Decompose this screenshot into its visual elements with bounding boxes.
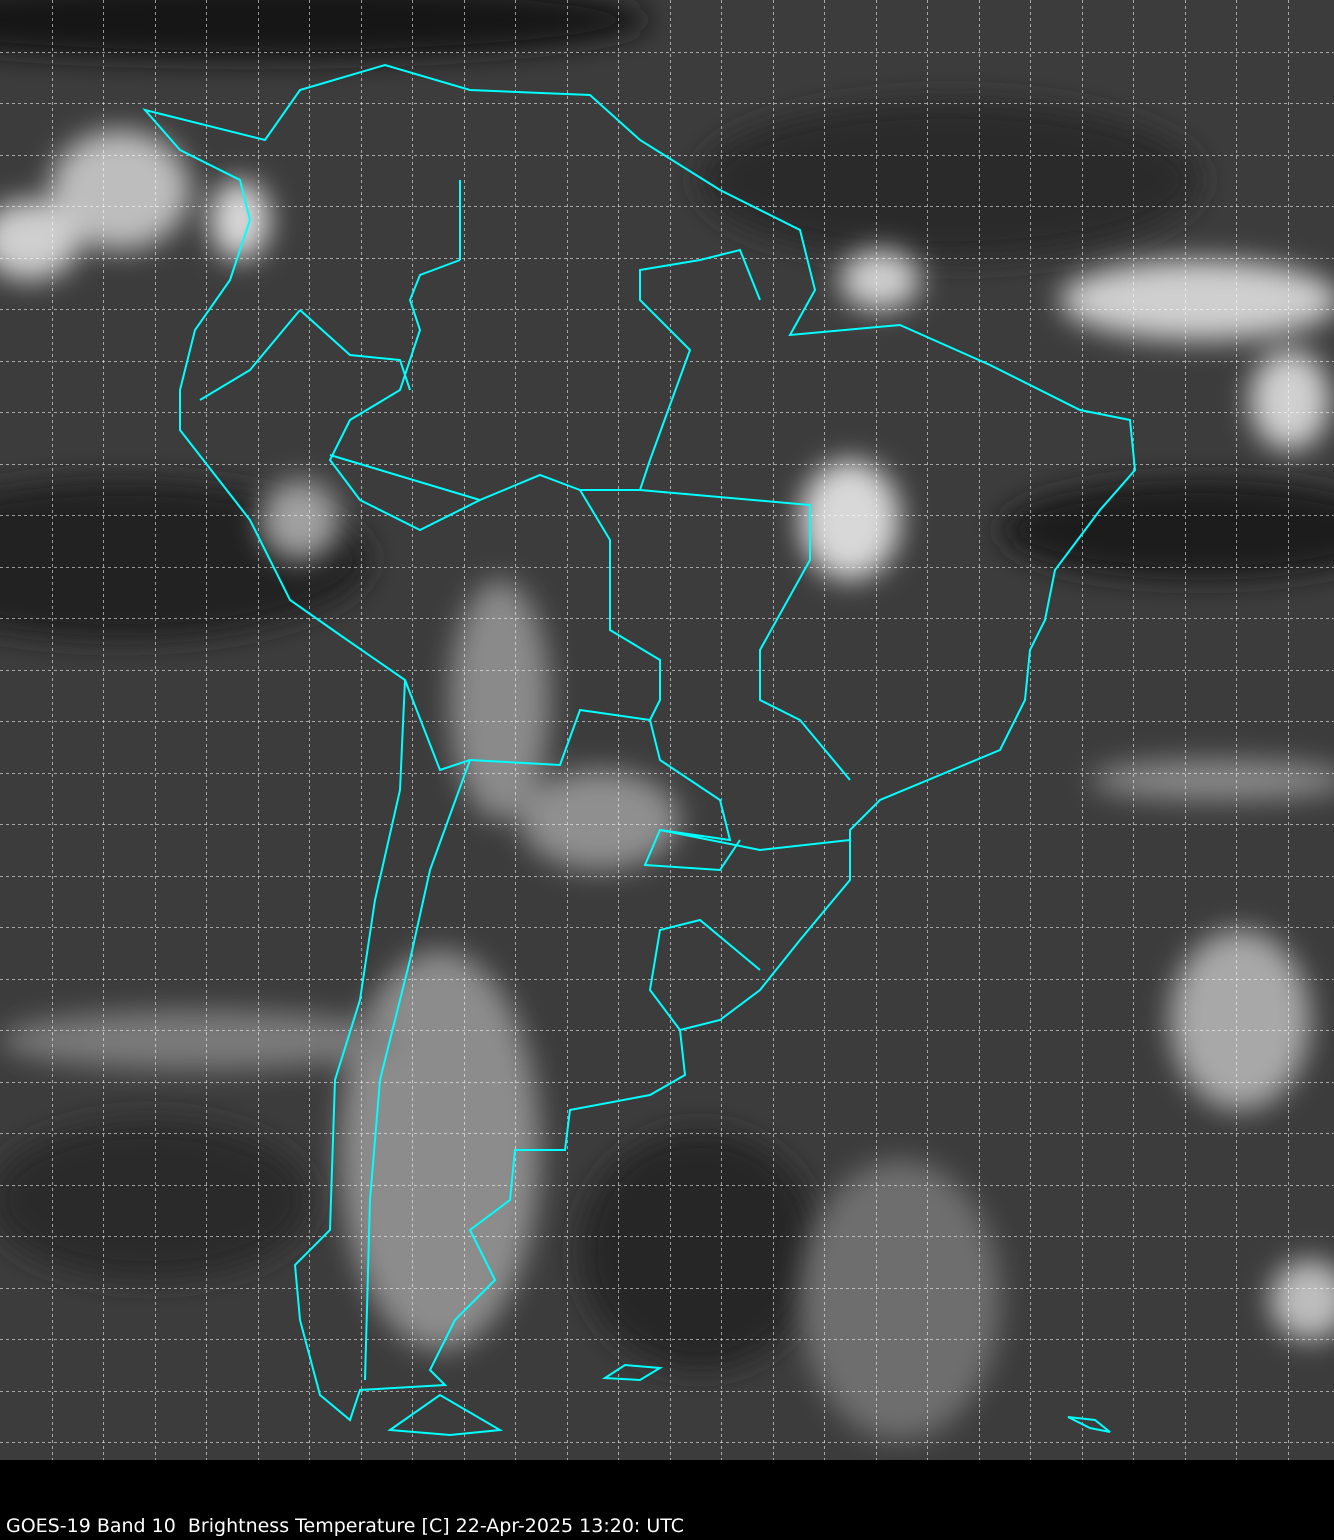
south-america-coastline [142,63,1137,1422]
lat-lon-grid [0,0,1334,1460]
falkland-islands [601,1363,664,1382]
tierra-del-fuego [387,1393,504,1437]
image-caption: GOES-19 Band 10 Brightness Temperature [… [6,1515,685,1537]
south-georgia [1067,1416,1111,1433]
country-borders [199,180,851,1381]
coastlines-and-borders [142,63,1137,1437]
clouds [0,130,1334,1440]
satellite-map [0,0,1334,1460]
